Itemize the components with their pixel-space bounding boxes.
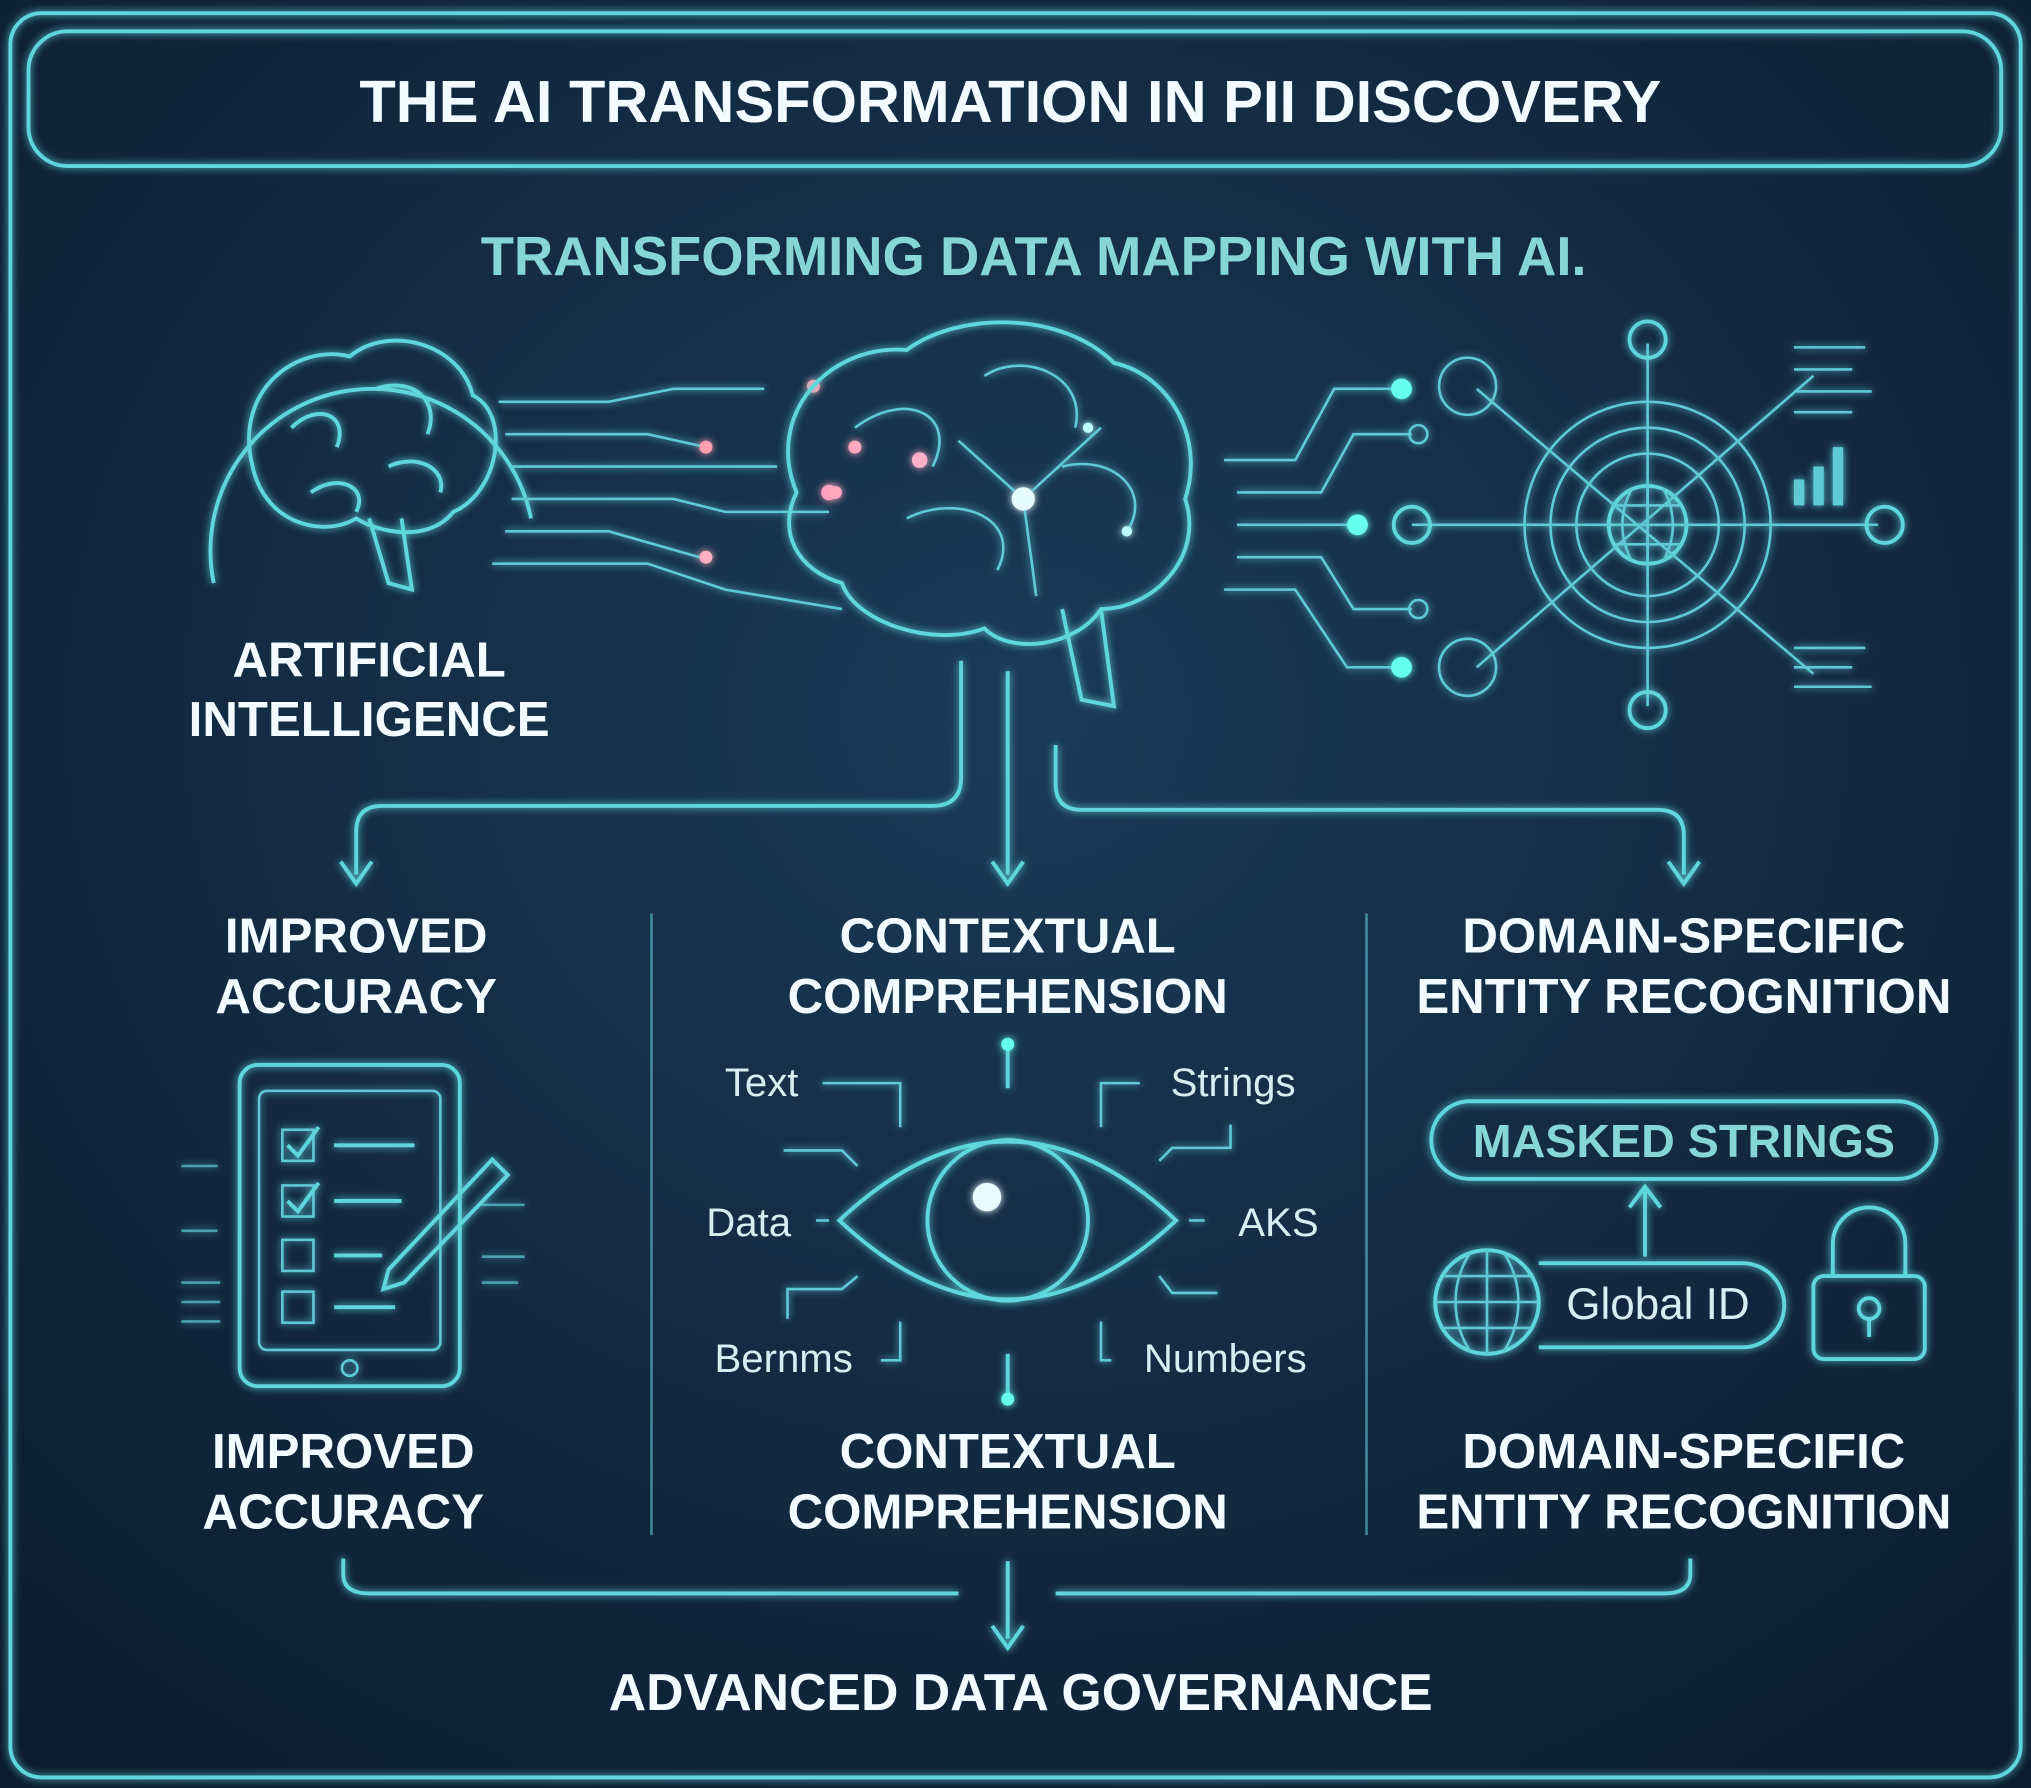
col3-heading-line1: DOMAIN-SPECIFIC (1462, 908, 1905, 963)
col3-caption-line2: ENTITY RECOGNITION (1416, 1485, 1951, 1540)
col2-heading-line2: COMPREHENSION (788, 969, 1228, 1024)
col3-caption-line1: DOMAIN-SPECIFIC (1462, 1424, 1905, 1479)
masked-strings-pill (1429, 1099, 1939, 1181)
col3-heading-line2: ENTITY RECOGNITION (1416, 969, 1951, 1024)
outcome-label: ADVANCED DATA GOVERNANCE (609, 1663, 1433, 1721)
eye-label-text: Text (725, 1060, 799, 1105)
eye-icon (783, 1037, 1232, 1406)
eye-label-bernms: Bernms (714, 1336, 852, 1381)
col2-caption-line2: COMPREHENSION (788, 1485, 1228, 1540)
eye-label-strings: Strings (1171, 1060, 1296, 1105)
source-label-line2: INTELLIGENCE (189, 692, 550, 747)
eye-label-data: Data (706, 1200, 791, 1245)
branch-arrows (339, 660, 1701, 888)
arrow-up-icon (1627, 1183, 1663, 1257)
eye-label-numbers: Numbers (1144, 1336, 1307, 1381)
title-box (26, 29, 2004, 168)
subtitle: TRANSFORMING DATA MAPPING WITH AI. (481, 226, 1587, 287)
global-id-pill (1538, 1261, 1787, 1350)
outer-frame (8, 11, 2023, 1780)
col1-caption-line1: IMPROVED (212, 1424, 475, 1479)
merge-arrows (341, 1558, 1693, 1652)
col1-heading-line2: ACCURACY (215, 969, 497, 1024)
masked-strings-label: MASKED STRINGS (1473, 1115, 1895, 1167)
eye-label-aks: AKS (1238, 1200, 1318, 1245)
globe-icon (1433, 1248, 1541, 1356)
global-id-label: Global ID (1566, 1280, 1749, 1329)
central-brain-icon (786, 320, 1193, 709)
data-network-icon (1224, 319, 1905, 731)
source-label-line1: ARTIFICIAL (232, 632, 505, 687)
checklist-tablet-icon (181, 1063, 525, 1389)
col1-caption-line2: ACCURACY (202, 1485, 484, 1540)
brain-icon (208, 338, 533, 593)
col2-caption-line1: CONTEXTUAL (840, 1424, 1176, 1479)
page-title: THE AI TRANSFORMATION IN PII DISCOVERY (359, 68, 1661, 135)
lock-icon (1811, 1205, 1927, 1361)
col2-heading-line1: CONTEXTUAL (840, 908, 1176, 963)
col1-heading-line1: IMPROVED (225, 908, 488, 963)
